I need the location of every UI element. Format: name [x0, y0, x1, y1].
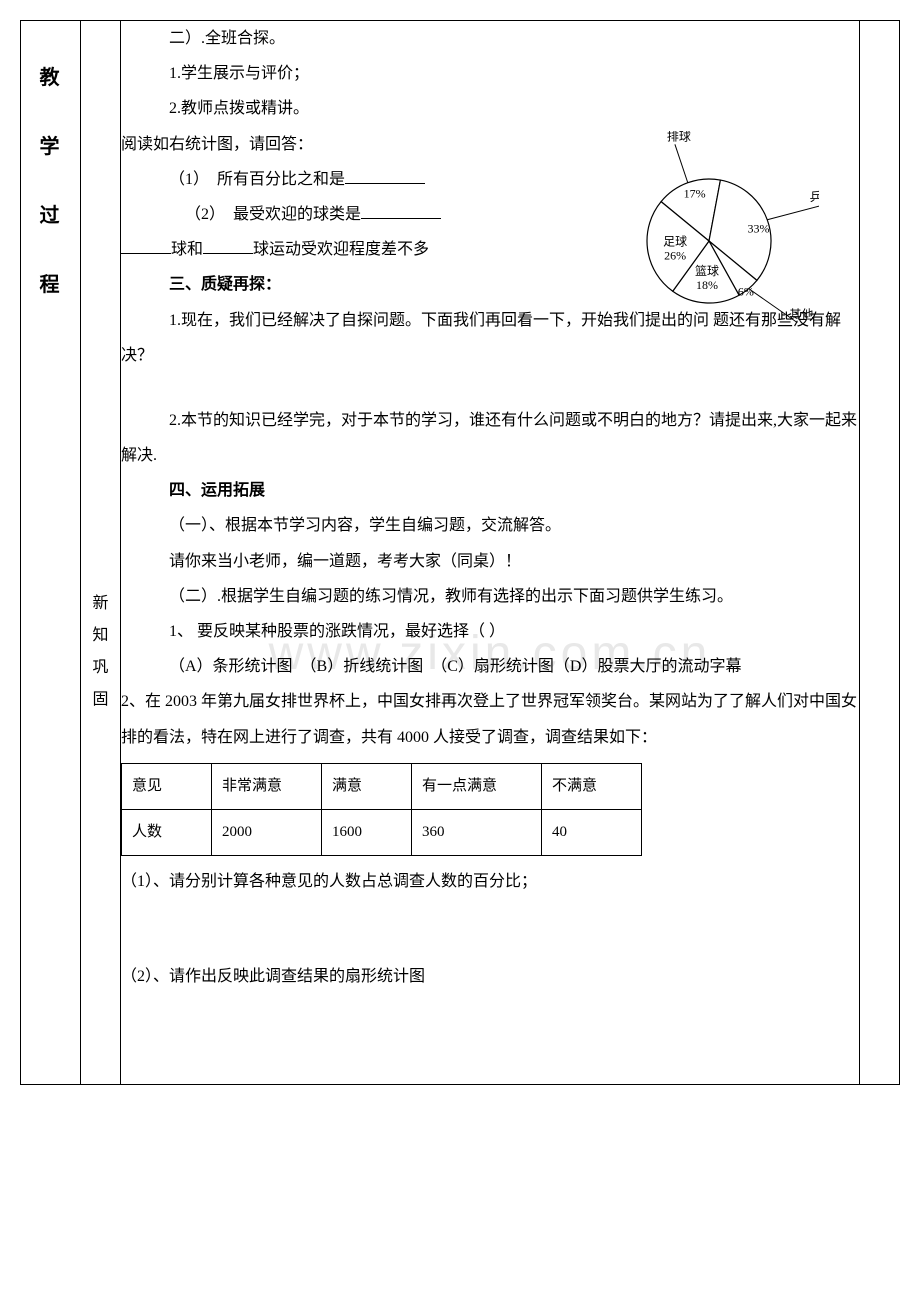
section4-q1opts: （A）条形统计图 （B）折线统计图 （C）扇形统计图（D）股票大厅的流动字幕: [121, 649, 859, 684]
section2-heading: 二）.全班合探。: [121, 21, 859, 56]
left-char: 程: [21, 268, 80, 297]
th-opinion: 意见: [122, 763, 212, 809]
sub-char: 新: [81, 589, 120, 613]
td-somewhat: 360: [412, 809, 542, 855]
table-row: 人数 2000 1600 360 40: [122, 809, 642, 855]
table-row: 意见 非常满意 满意 有一点满意 不满意: [122, 763, 642, 809]
section2-line1: 1.学生展示与评价；: [121, 56, 859, 91]
pie-chart: 排球 17% 乒乓球 33% 其他 6% 篮球18% 足球26%: [619, 131, 819, 331]
td-very-satisfied: 2000: [212, 809, 322, 855]
q2-prefix: （2） 最受欢迎的球类是: [185, 206, 361, 223]
left-section-label: 教 学 过 程: [21, 21, 81, 1085]
section4-sub2: （二）.根据学生自编习题的练习情况，教师有选择的出示下面习题供学生练习。: [121, 579, 859, 614]
q3-mid2: 球运动受欢迎程度差不多: [253, 241, 429, 258]
section4-q1: 1、 要反映某种股票的涨跌情况，最好选择（ ）: [121, 614, 859, 649]
sub-char: 巩: [81, 653, 120, 677]
svg-text:乒乓球: 乒乓球: [810, 190, 819, 204]
left-char: 过: [21, 199, 80, 228]
svg-text:17%: 17%: [684, 187, 706, 201]
sub-char: 知: [81, 621, 120, 645]
svg-text:篮球: 篮球: [695, 263, 719, 278]
section3-line2: 2.本节的知识已经学完，对于本节的学习，谁还有什么问题或不明白的地方？请提出来,…: [121, 403, 859, 473]
th-unsatisfied: 不满意: [542, 763, 642, 809]
blank-field: [361, 203, 441, 219]
svg-text:其他: 其他: [789, 308, 813, 322]
section4-line1: 请你来当小老师，编一道题，考考大家（同桌）！: [121, 544, 859, 579]
section4-q2a: （1）、请分别计算各种意见的人数占总调查人数的百分比；: [121, 864, 859, 899]
th-very-satisfied: 非常满意: [212, 763, 322, 809]
section4-sub1: （一）、根据本节学习内容，学生自编习题，交流解答。: [121, 508, 859, 543]
svg-text:排球: 排球: [667, 131, 691, 143]
td-satisfied: 1600: [322, 809, 412, 855]
lesson-plan-table: 教 学 过 程 新 知 巩 固 www.zixin.com.cn 排球17%乒乓…: [20, 20, 900, 1085]
svg-text:18%: 18%: [696, 278, 718, 292]
blank-field: [203, 238, 253, 254]
sub-section-label: 新 知 巩 固: [81, 21, 121, 1085]
td-unsatisfied: 40: [542, 809, 642, 855]
survey-table: 意见 非常满意 满意 有一点满意 不满意 人数 2000 1600 360 40: [121, 763, 642, 856]
sub-char: 固: [81, 685, 120, 709]
section4-q2: 2、在 2003 年第九届女排世界杯上，中国女排再次登上了世界冠军领奖台。某网站…: [121, 684, 859, 754]
td-count-label: 人数: [122, 809, 212, 855]
blank-field: [345, 168, 425, 184]
section4-q2b: （2）、请作出反映此调查结果的扇形统计图: [121, 959, 859, 994]
th-somewhat: 有一点满意: [412, 763, 542, 809]
svg-text:足球: 足球: [663, 234, 687, 248]
section4-heading: 四、运用拓展: [121, 473, 859, 508]
q3-mid1: 球和: [171, 241, 203, 258]
right-margin-cell: [860, 21, 900, 1085]
left-char: 教: [21, 61, 80, 90]
svg-text:33%: 33%: [747, 222, 769, 236]
content-cell: www.zixin.com.cn 排球17%乒乓球33%其他6%篮球18%足球2…: [121, 21, 860, 1085]
q1-prefix: （1） 所有百分比之和是: [169, 171, 345, 188]
th-satisfied: 满意: [322, 763, 412, 809]
section2-line2: 2.教师点拨或精讲。: [121, 91, 859, 126]
blank-field: [121, 238, 171, 254]
left-char: 学: [21, 130, 80, 159]
svg-text:6%: 6%: [738, 284, 754, 298]
svg-text:26%: 26%: [664, 248, 686, 262]
